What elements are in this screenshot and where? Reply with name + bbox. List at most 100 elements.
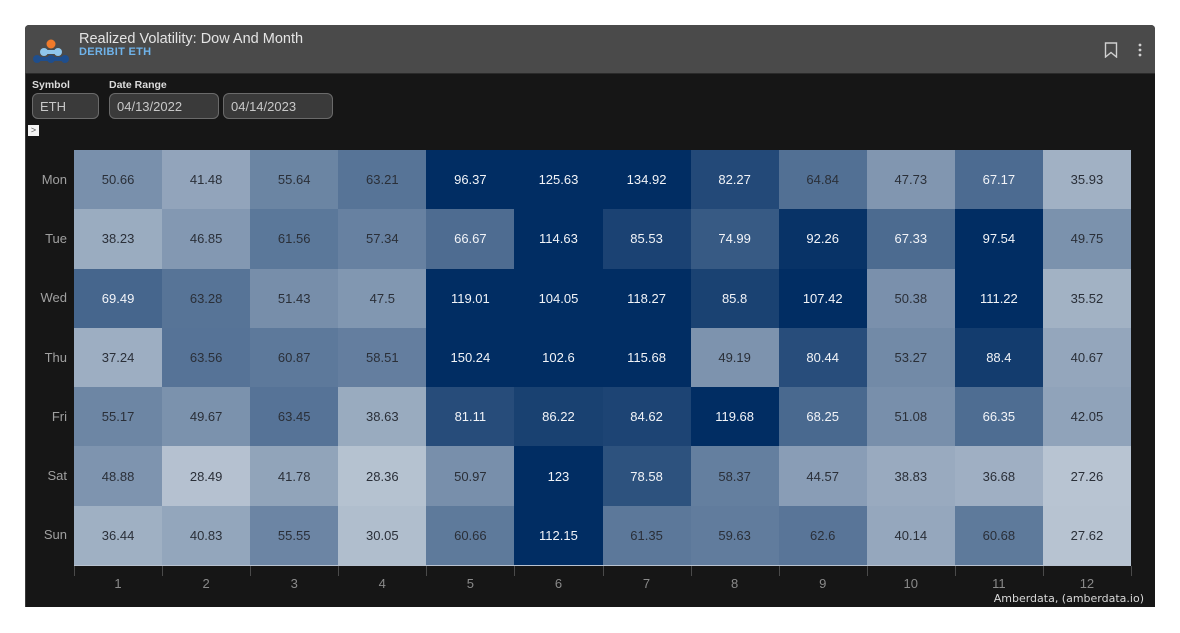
heatmap-cell: 50.38 <box>866 268 955 328</box>
x-axis-label: 12 <box>1079 576 1095 591</box>
date-end-input[interactable]: 04/14/2023 <box>223 93 333 119</box>
heatmap-cell: 102.6 <box>514 327 603 388</box>
x-axis-label: 3 <box>290 576 298 591</box>
heatmap-cell: 78.58 <box>602 446 691 506</box>
heatmap-cell: 81.11 <box>426 387 515 447</box>
heatmap-cell: 35.93 <box>1042 150 1131 210</box>
heatmap-cell: 63.21 <box>338 150 427 210</box>
heatmap-cell: 64.84 <box>778 150 867 210</box>
chart-window: Realized Volatility: Dow And Month DERIB… <box>25 25 1155 607</box>
heatmap-cell: 74.99 <box>690 209 779 269</box>
heatmap-cell: 114.63 <box>514 209 603 269</box>
heatmap-cell: 115.68 <box>602 327 691 388</box>
heatmap-cell: 66.35 <box>954 387 1043 447</box>
heatmap-cell: 104.05 <box>514 268 603 328</box>
x-axis-label: 6 <box>554 576 563 591</box>
heatmap-cell: 35.52 <box>1042 268 1131 328</box>
heatmap-cell: 47.73 <box>866 150 955 210</box>
heatmap-cell: 58.37 <box>690 446 779 506</box>
x-axis-tick <box>1043 566 1044 576</box>
heatmap-cell: 28.49 <box>162 446 251 506</box>
amberdata-logo-icon <box>33 39 69 63</box>
heatmap-cell: 68.25 <box>778 387 867 447</box>
heatmap-cell: 63.28 <box>162 268 251 328</box>
heatmap-cell: 67.33 <box>866 209 955 269</box>
x-axis-tick <box>426 566 427 576</box>
heatmap-cell: 51.43 <box>250 268 339 328</box>
heatmap-grid: 50.66 41.48 55.64 63.21 96.37 125.63 134.92 82.… <box>74 150 1131 566</box>
heatmap-cell: 112.15 <box>514 505 603 565</box>
heatmap-cell: 60.66 <box>426 505 515 565</box>
heatmap-cell: 30.05 <box>338 505 427 565</box>
date-range-label: Date Range <box>109 79 167 91</box>
heatmap-cell: 92.26 <box>778 209 867 269</box>
heatmap-cell: 49.19 <box>690 327 779 388</box>
x-axis-tick <box>603 566 604 576</box>
heatmap-cell: 40.67 <box>1042 327 1131 388</box>
window-left-border <box>25 73 26 607</box>
more-vertical-icon[interactable] <box>1135 42 1145 58</box>
heatmap-cell: 66.67 <box>426 209 515 269</box>
heatmap-cell: 85.53 <box>602 209 691 269</box>
heatmap-cell: 42.05 <box>1042 387 1131 447</box>
heatmap-cell: 40.83 <box>162 505 251 565</box>
x-axis-tick <box>74 566 75 576</box>
heatmap-cell: 107.42 <box>778 268 867 328</box>
heatmap-cell: 67.17 <box>954 150 1043 210</box>
heatmap-cell: 38.63 <box>338 387 427 447</box>
expand-panel-toggle[interactable]: > <box>28 125 39 136</box>
heatmap-cell: 119.68 <box>690 387 779 447</box>
chart-subtitle: DERIBIT ETH <box>79 46 152 58</box>
x-axis-tick <box>162 566 163 576</box>
x-axis-tick <box>691 566 692 576</box>
heatmap-cell: 119.01 <box>426 268 515 328</box>
date-start-input[interactable]: 04/13/2022 <box>109 93 219 119</box>
heatmap-cell: 55.17 <box>74 387 163 447</box>
x-axis-label: 8 <box>731 576 739 591</box>
heatmap-cell: 36.68 <box>954 446 1043 506</box>
heatmap-cell: 88.4 <box>954 327 1043 388</box>
heatmap-cell: 80.44 <box>778 327 867 388</box>
y-axis-label: Thu <box>44 349 67 365</box>
heatmap-cell: 58.51 <box>338 327 427 388</box>
y-axis-label: Sun <box>43 527 67 543</box>
x-axis-label: 1 <box>114 576 122 591</box>
x-axis-label: 5 <box>466 576 474 591</box>
symbol-label: Symbol <box>32 79 70 91</box>
x-axis-label: 9 <box>819 576 827 591</box>
heatmap-cell: 60.68 <box>954 505 1043 565</box>
heatmap-cell: 50.66 <box>74 150 163 210</box>
heatmap-cell: 125.63 <box>514 150 603 210</box>
chart-title: Realized Volatility: Dow And Month <box>79 31 304 47</box>
heatmap-cell: 37.24 <box>74 327 163 388</box>
heatmap-cell: 44.57 <box>778 446 867 506</box>
heatmap-cell: 40.14 <box>866 505 955 565</box>
heatmap-cell: 118.27 <box>602 268 691 328</box>
heatmap-cell: 55.64 <box>250 150 339 210</box>
bookmark-icon[interactable] <box>1104 42 1118 58</box>
heatmap-cell: 57.34 <box>338 209 427 269</box>
y-axis-label: Sat <box>47 468 67 484</box>
heatmap-cell: 38.23 <box>74 209 163 269</box>
heatmap-cell: 49.67 <box>162 387 251 447</box>
heatmap-cell: 84.62 <box>602 387 691 447</box>
heatmap-cell: 111.22 <box>954 268 1043 328</box>
x-axis-label: 7 <box>642 576 651 591</box>
x-axis-tick <box>250 566 251 576</box>
x-axis: 1 2 3 4 5 6 7 8 9 10 11 12 <box>74 566 1132 591</box>
y-axis-label: Wed <box>40 290 68 306</box>
heatmap-cell: 59.63 <box>690 505 779 565</box>
x-axis-tick <box>779 566 780 576</box>
symbol-input[interactable]: ETH <box>32 93 99 119</box>
heatmap-cell: 47.5 <box>338 268 427 328</box>
heatmap-cell: 60.87 <box>250 327 339 388</box>
heatmap-cell: 82.27 <box>690 150 779 210</box>
heatmap-cell: 63.56 <box>162 327 251 388</box>
heatmap-cell: 123 <box>514 446 603 506</box>
heatmap-cell: 97.54 <box>954 209 1043 269</box>
heatmap-cell: 51.08 <box>866 387 955 447</box>
heatmap-cell: 28.36 <box>338 446 427 506</box>
y-axis-label: Tue <box>45 230 67 246</box>
x-axis-label: 10 <box>903 576 919 591</box>
heatmap-cell: 53.27 <box>866 327 955 388</box>
